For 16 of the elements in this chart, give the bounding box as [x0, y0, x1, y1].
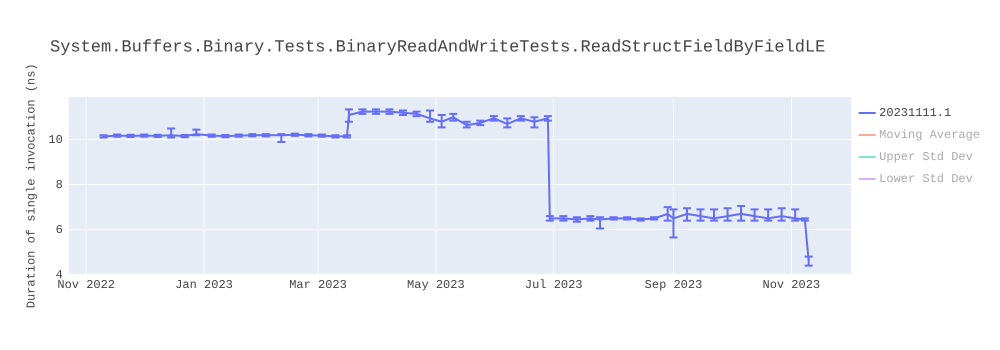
y-tick-label: 10	[48, 132, 63, 147]
chart-title: System.Buffers.Binary.Tests.BinaryReadAndWriteTests.ReadStructFieldByFieldLE	[50, 38, 826, 58]
legend-label: 20231111.1	[879, 106, 952, 120]
x-tick-label: Nov 2023	[762, 278, 820, 292]
y-tick-label: 8	[56, 178, 63, 192]
x-tick-label: Jan 2023	[175, 278, 233, 292]
x-tick-label: May 2023	[407, 278, 465, 292]
legend-label: Moving Average	[879, 128, 980, 142]
legend-label: Upper Std Dev	[879, 150, 973, 164]
y-tick-label: 6	[56, 222, 63, 237]
x-tick-label: Sep 2023	[644, 278, 702, 292]
legend-label: Lower Std Dev	[879, 172, 973, 186]
y-axis-title: Duration of single invocation (ns)	[24, 63, 38, 308]
x-tick-label: Jul 2023	[524, 278, 582, 292]
x-tick-label: Nov 2022	[57, 278, 115, 292]
x-tick-label: Mar 2023	[289, 278, 347, 292]
